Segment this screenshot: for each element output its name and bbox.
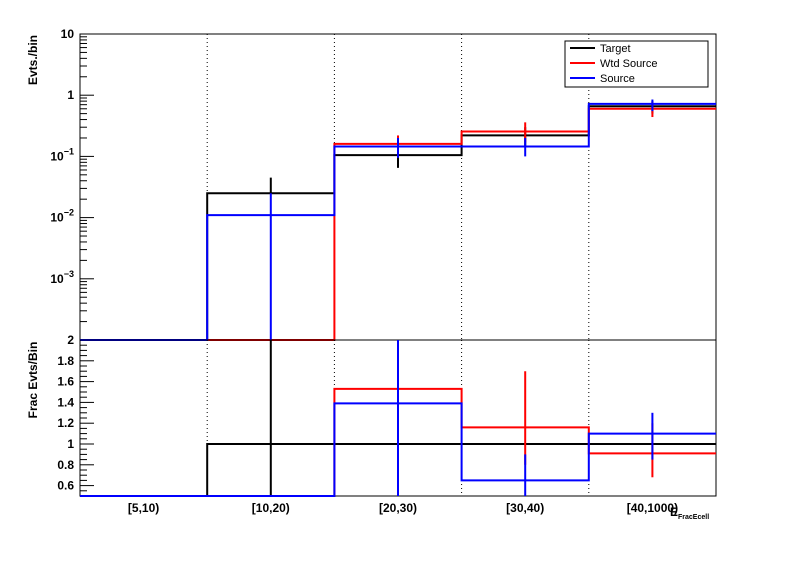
top-y-tick-label: 10−2 bbox=[50, 208, 74, 225]
top-y-tick-label-base: 10 bbox=[50, 149, 64, 163]
x-axis-label: EFracEcell bbox=[670, 505, 709, 521]
top-y-tick-label-exponent: −2 bbox=[64, 208, 74, 218]
top-y-tick-label: 1 bbox=[67, 88, 74, 102]
x-category-label: [30,40) bbox=[506, 501, 544, 515]
x-category-label: [20,30) bbox=[379, 501, 417, 515]
top-y-tick-label-exponent: −1 bbox=[64, 146, 74, 156]
bottom-y-tick-label: 1.4 bbox=[57, 395, 74, 409]
top-y-tick-label: 10 bbox=[61, 27, 75, 41]
top-y-tick-label: 10−3 bbox=[50, 269, 74, 286]
bottom-y-tick-label: 0.8 bbox=[57, 458, 74, 472]
top-y-tick-label-base: 10 bbox=[61, 27, 75, 41]
x-axis-label-main: E bbox=[670, 505, 678, 519]
legend-label: Target bbox=[600, 43, 631, 55]
bottom-y-axis-label: Frac Evts/Bin bbox=[26, 342, 40, 419]
x-axis-label-sub: FracEcell bbox=[678, 514, 709, 521]
bottom-y-tick-label: 2 bbox=[67, 333, 74, 347]
bottom-y-tick-label: 0.6 bbox=[57, 479, 74, 493]
top-y-tick-label-base: 1 bbox=[67, 88, 74, 102]
top-y-tick-label-base: 10 bbox=[50, 211, 64, 225]
top-y-tick-label: 10−1 bbox=[50, 146, 74, 163]
x-category-label: [5,10) bbox=[128, 501, 159, 515]
legend-label: Source bbox=[600, 73, 635, 85]
top-y-tick-label-base: 10 bbox=[50, 272, 64, 286]
top-y-axis-label: Evts./bin bbox=[26, 35, 40, 85]
bottom-y-tick-label: 1.6 bbox=[57, 375, 74, 389]
top-y-tick-label-exponent: −3 bbox=[64, 269, 74, 279]
legend: Target Wtd Source Source bbox=[564, 40, 709, 88]
x-category-label: [10,20) bbox=[252, 501, 290, 515]
x-category-label: [40,1000) bbox=[627, 501, 678, 515]
legend-label: Wtd Source bbox=[600, 58, 657, 70]
bottom-y-tick-label: 1.2 bbox=[57, 416, 74, 430]
bottom-y-tick-label: 1 bbox=[67, 437, 74, 451]
bottom-series-source bbox=[80, 402, 716, 497]
bottom-panel: 0.6 0.8 1 1.2 1.4 1.6 1.8 2 [5,10) [10,20) [20,30)… bbox=[57, 333, 717, 515]
top-series-source bbox=[80, 102, 716, 341]
bottom-y-tick-label: 1.8 bbox=[57, 354, 74, 368]
